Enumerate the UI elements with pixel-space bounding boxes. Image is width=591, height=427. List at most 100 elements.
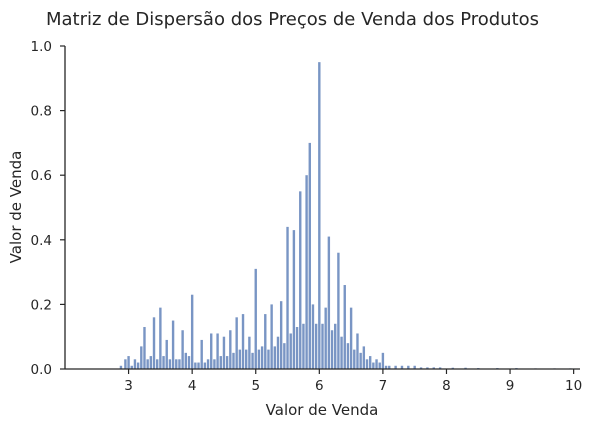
histogram-bar (413, 365, 416, 369)
histogram-bar (229, 330, 232, 369)
histogram-bar (438, 367, 442, 369)
histogram-bar (124, 359, 127, 369)
histogram-bar (308, 142, 311, 369)
histogram-bar (407, 365, 410, 369)
histogram-bar (130, 365, 133, 369)
histogram-bar (318, 62, 321, 370)
histogram-bar (394, 365, 397, 369)
histogram-bar (149, 356, 153, 369)
histogram-bar (337, 252, 340, 369)
histogram-bar (159, 307, 162, 369)
histogram-bar (419, 367, 423, 369)
histogram-bar (372, 362, 375, 369)
histogram-bar (388, 365, 391, 369)
bars-group (119, 62, 572, 370)
histogram-bar (305, 175, 308, 369)
histogram-bar (343, 285, 346, 369)
histogram-bar (152, 317, 156, 369)
histogram-bar (292, 230, 296, 369)
histogram-bar (270, 304, 273, 369)
histogram-bar (245, 349, 248, 369)
histogram-bar (248, 336, 251, 369)
histogram-bar (381, 352, 385, 369)
histogram-bar (119, 365, 123, 369)
histogram-bar (400, 365, 404, 369)
histogram-bar (171, 320, 175, 369)
y-ticks-group: 0.0 0.2 0.4 0.6 0.8 1.0 (31, 39, 65, 378)
x-tick-label: 6 (315, 378, 324, 394)
x-tick-label: 4 (188, 378, 197, 394)
histogram-bar (432, 367, 435, 369)
histogram-bar (235, 317, 238, 369)
histogram-bar (140, 346, 143, 369)
histogram-bar (178, 359, 181, 369)
histogram-bar (327, 236, 331, 369)
y-tick-label: 0.0 (31, 362, 52, 378)
histogram-bar (238, 349, 242, 369)
histogram-bar (187, 356, 191, 369)
histogram-bar (146, 359, 149, 369)
histogram-bar (210, 333, 213, 369)
histogram-bar (222, 336, 226, 369)
histogram-bar (365, 359, 369, 369)
histogram-bar (136, 362, 140, 369)
histogram-bar (349, 307, 353, 369)
histogram-bar (162, 356, 165, 369)
histogram-bar (279, 301, 283, 369)
histogram-bar (190, 294, 194, 369)
histogram-bar (143, 327, 146, 369)
histogram-bar (346, 343, 350, 369)
histogram-bar (375, 359, 378, 369)
histogram-bar (368, 356, 372, 369)
histogram-bar (314, 323, 318, 369)
histogram-bar (206, 359, 210, 369)
histogram-bar (260, 346, 264, 369)
histogram-bar (321, 323, 324, 369)
histogram-bar (219, 356, 222, 369)
histogram-bar (295, 327, 299, 369)
y-tick-label: 0.6 (31, 168, 52, 184)
histogram-bar (168, 359, 172, 369)
histogram-bar (194, 362, 197, 369)
histogram-bar (311, 304, 315, 369)
histogram-bar (384, 365, 388, 369)
histogram-bar (232, 352, 235, 369)
histogram-bar (362, 346, 366, 369)
histogram-bar (334, 323, 337, 369)
histogram-bar (340, 336, 343, 369)
histogram-bar (356, 333, 359, 369)
histogram-bar (213, 359, 216, 369)
histogram-bar (184, 352, 187, 369)
x-axis-label: Valor de Venda (266, 401, 379, 419)
x-tick-label: 10 (565, 378, 582, 394)
histogram-bar (324, 307, 327, 369)
histogram-bar (289, 333, 292, 369)
y-tick-label: 1.0 (31, 39, 52, 55)
histogram-bar (165, 339, 168, 369)
histogram-bar (330, 330, 334, 369)
histogram-bar (264, 314, 267, 369)
histogram-bar (200, 339, 203, 369)
histogram-bar (216, 333, 219, 369)
chart-title: Matriz de Dispersão dos Preços de Venda … (46, 9, 539, 30)
y-tick-label: 0.8 (31, 104, 52, 120)
y-tick-label: 0.4 (31, 233, 52, 249)
histogram-bar (203, 362, 207, 369)
histogram-bar (197, 362, 200, 369)
y-axis-label: Valor de Venda (7, 151, 25, 264)
y-tick-label: 0.2 (31, 297, 52, 313)
histogram-bar (241, 314, 245, 369)
histogram-bar (133, 359, 137, 369)
histogram-bar (251, 352, 254, 369)
x-tick-label: 8 (442, 378, 451, 394)
histogram-bar (127, 356, 130, 369)
histogram-bar (181, 330, 184, 369)
histogram-bar (286, 226, 289, 369)
histogram-bar (254, 268, 257, 369)
histogram-bar (299, 191, 302, 369)
x-tick-label: 3 (124, 378, 133, 394)
histogram-bar (225, 356, 229, 369)
x-tick-label: 5 (251, 378, 260, 394)
histogram-bar (257, 349, 261, 369)
